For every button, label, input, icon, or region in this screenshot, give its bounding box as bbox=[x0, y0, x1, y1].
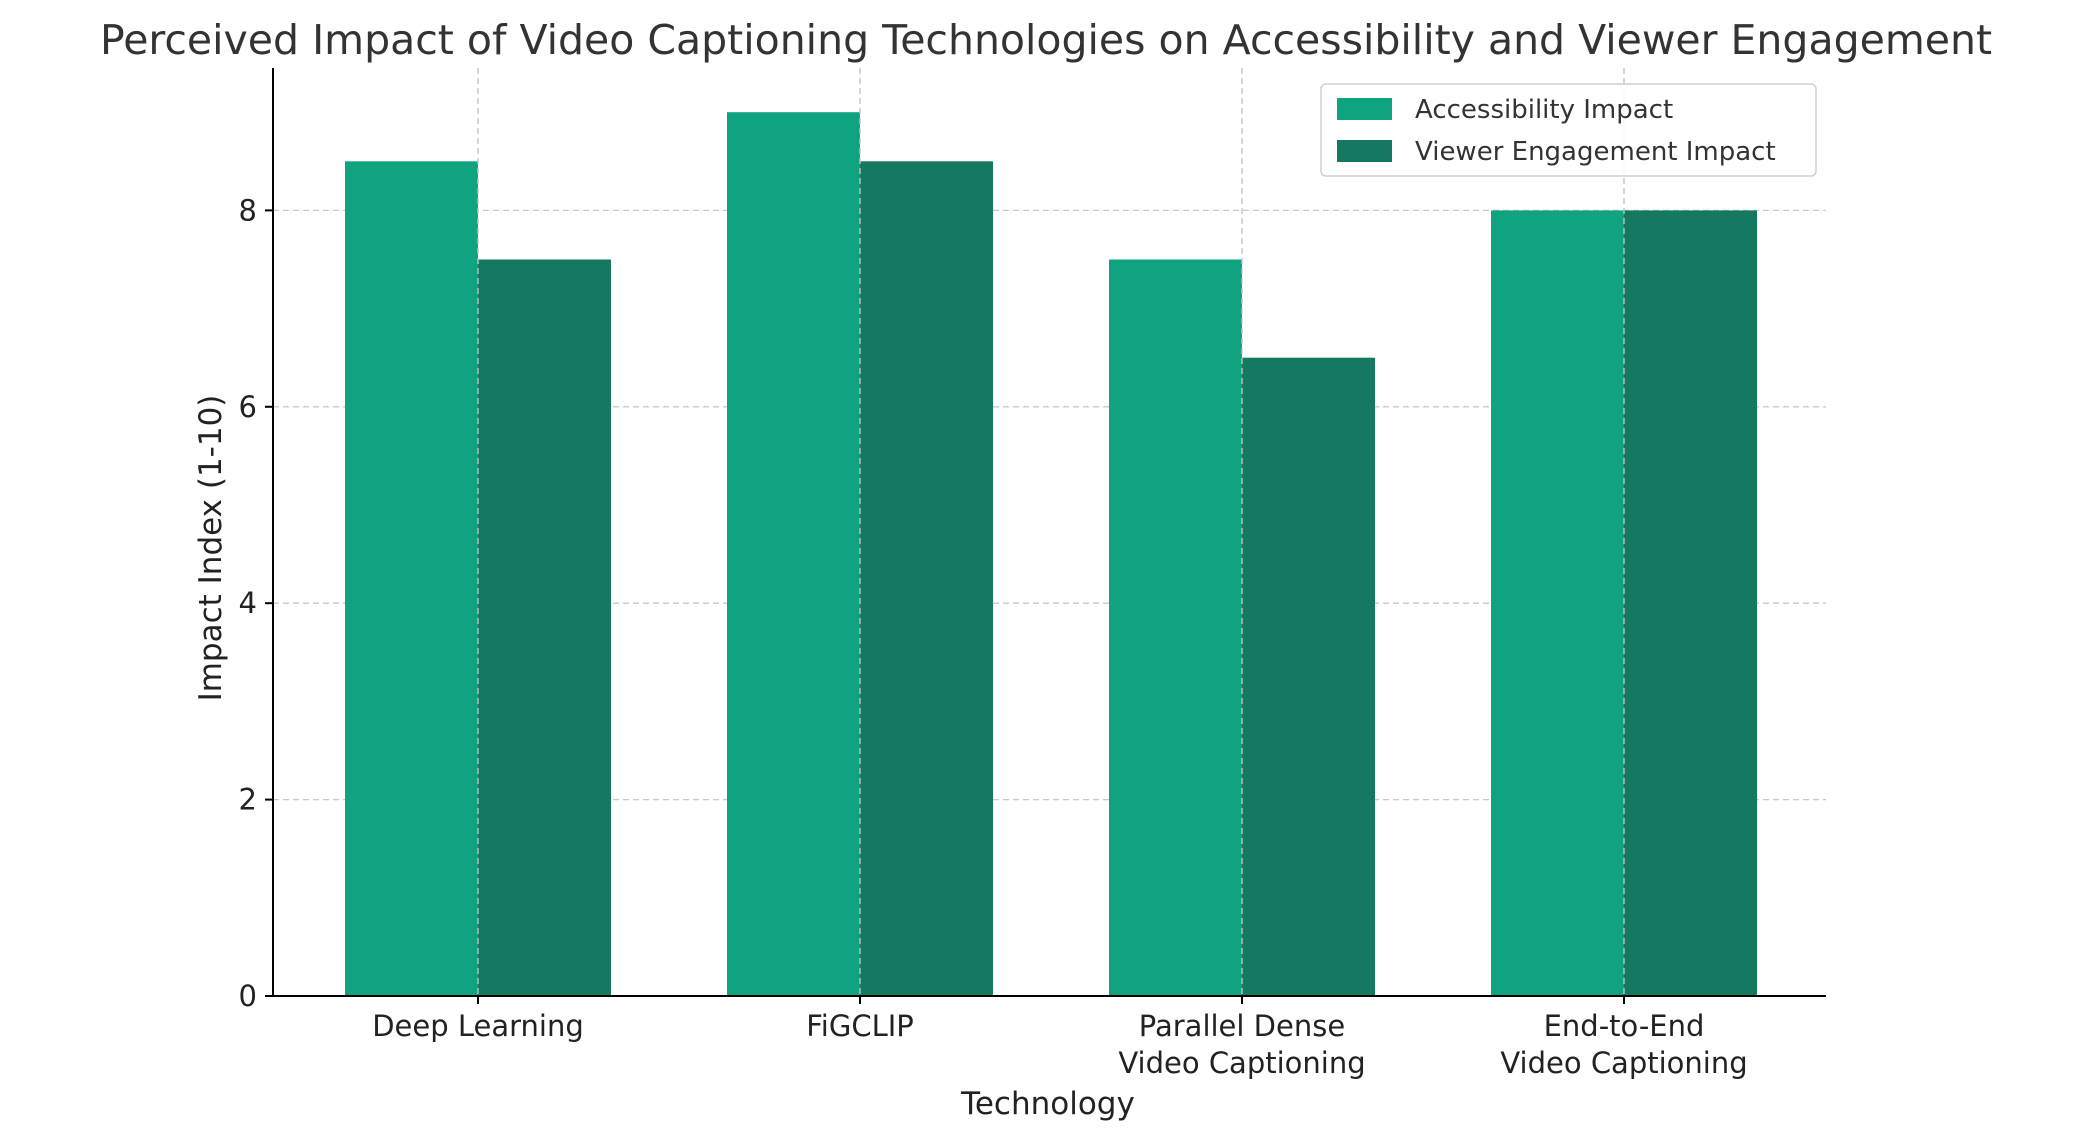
y-tick-label: 8 bbox=[239, 193, 257, 227]
x-tick-label-line: Video Captioning bbox=[1118, 1046, 1365, 1080]
y-tick-label: 4 bbox=[239, 586, 257, 620]
bar-engagement-0 bbox=[478, 259, 611, 996]
x-axis-label: Technology bbox=[960, 1086, 1135, 1122]
y-tick-label: 6 bbox=[239, 390, 257, 424]
y-tick-label: 0 bbox=[239, 979, 257, 1013]
y-tick-label: 2 bbox=[239, 783, 257, 817]
legend: Accessibility Impact Viewer Engagement Im… bbox=[1320, 83, 1817, 177]
x-tick-label-line: Deep Learning bbox=[372, 1009, 584, 1043]
x-tick-label-line: FiGCLIP bbox=[806, 1009, 914, 1043]
x-tick-label: Deep Learning bbox=[372, 1009, 584, 1043]
legend-swatch bbox=[1337, 98, 1392, 120]
legend-label: Accessibility Impact bbox=[1415, 95, 1673, 125]
legend-frame bbox=[1320, 83, 1817, 177]
bar-engagement-2 bbox=[1242, 357, 1375, 996]
bar-engagement-3 bbox=[1624, 210, 1757, 996]
x-tick-label: FiGCLIP bbox=[806, 1009, 914, 1043]
bar-accessibility-2 bbox=[1109, 259, 1242, 996]
x-tick-label: End-to-End Video Captioning bbox=[1500, 1009, 1747, 1080]
chart-title: Perceived Impact of Video Captioning Tec… bbox=[100, 16, 1992, 64]
bars-layer bbox=[345, 68, 1757, 996]
x-tick-label-line: Video Captioning bbox=[1500, 1046, 1747, 1080]
x-tick-label-line: Parallel Dense bbox=[1139, 1009, 1345, 1043]
y-axis-label: Impact Index (1-10) bbox=[193, 395, 229, 702]
axes-layer bbox=[272, 68, 1826, 997]
legend-label: Viewer Engagement Impact bbox=[1415, 137, 1776, 167]
legend-swatch bbox=[1337, 140, 1392, 162]
x-tick-label: Parallel Dense Video Captioning bbox=[1118, 1009, 1365, 1080]
x-tick-label-line: End-to-End bbox=[1544, 1009, 1705, 1043]
bar-accessibility-0 bbox=[345, 161, 478, 996]
bar-accessibility-1 bbox=[727, 112, 860, 996]
bar-engagement-1 bbox=[860, 161, 993, 996]
bar-accessibility-3 bbox=[1491, 210, 1624, 996]
